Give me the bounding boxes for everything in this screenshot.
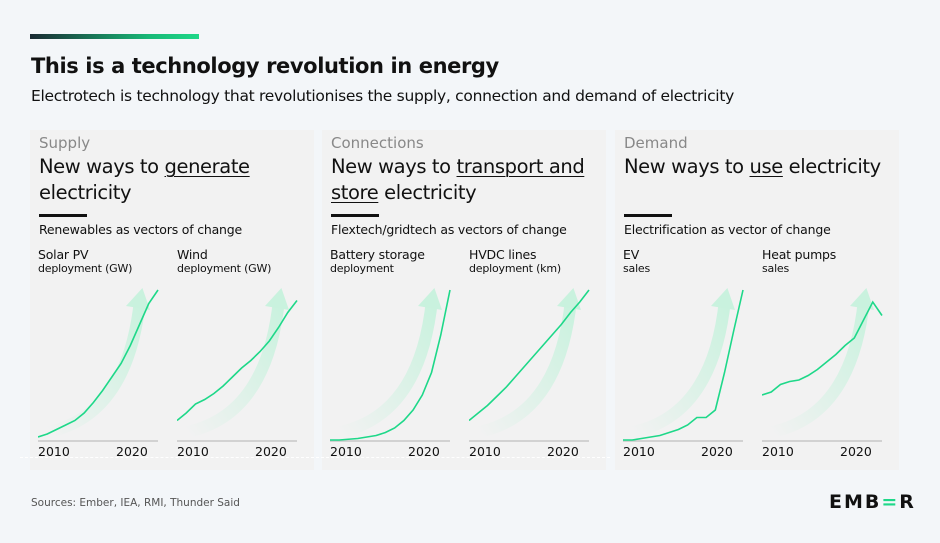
trend-arrow-icon [770, 299, 870, 438]
chart-name: Wind [177, 247, 208, 262]
series-line [623, 289, 744, 441]
panel-supply: Supply New ways to generate electricity … [30, 130, 314, 470]
panel-category: Connections [331, 134, 424, 152]
trend-arrowhead-icon [711, 288, 735, 310]
trend-arrowhead-icon [418, 288, 442, 310]
chart-unit: deployment [330, 262, 394, 275]
x-tick-label: 2010 [177, 444, 209, 459]
chart-name: Solar PV [38, 247, 89, 262]
accent-bar [30, 34, 199, 39]
x-tick-label: 2010 [330, 444, 362, 459]
mini-line-chart [38, 288, 159, 442]
chart-title: EV sales [623, 248, 650, 276]
panel-vector-label: Electrification as vector of change [624, 222, 831, 237]
chart-title: Heat pumps sales [762, 248, 836, 276]
heading-rule [624, 214, 672, 217]
chart-name: EV [623, 247, 640, 262]
panel-category: Demand [624, 134, 688, 152]
x-tick-label: 2020 [116, 444, 148, 459]
heading-rule [331, 214, 379, 217]
panel-heading: New ways to transport and store electric… [331, 155, 585, 204]
x-tick-label: 2010 [762, 444, 794, 459]
x-tick-label: 2010 [469, 444, 501, 459]
x-tick-label: 2020 [255, 444, 287, 459]
chart-name: Heat pumps [762, 247, 837, 262]
x-tick-label: 2020 [840, 444, 872, 459]
chart-unit: deployment (GW) [38, 262, 133, 275]
series-line [38, 289, 159, 438]
dashed-divider [20, 457, 610, 458]
panel-connections: Connections New ways to transport and st… [322, 130, 606, 470]
chart-title: Wind deployment (GW) [177, 248, 271, 276]
mini-line-chart [177, 288, 298, 442]
trend-arrow-icon [185, 299, 285, 438]
chart-title: Battery storage deployment [330, 248, 425, 276]
heading-rule [39, 214, 87, 217]
sources: Sources: Ember, IEA, RMI, Thunder Said [31, 497, 240, 509]
trend-arrow-icon [338, 299, 438, 438]
x-tick-label: 2020 [547, 444, 579, 459]
mini-line-chart [623, 288, 744, 442]
page-title: This is a technology revolution in energ… [31, 54, 499, 78]
ember-logo: EMB=R [829, 491, 916, 513]
trend-arrowhead-icon [126, 288, 150, 310]
chart-unit: deployment (GW) [177, 262, 272, 275]
x-tick-label: 2020 [701, 444, 733, 459]
panel-heading: New ways to generate electricity [39, 155, 250, 204]
chart-unit: sales [762, 262, 790, 275]
chart-name: HVDC lines [469, 247, 537, 262]
series-line [762, 300, 883, 396]
mini-line-chart [762, 288, 883, 442]
chart-title: HVDC lines deployment (km) [469, 248, 561, 276]
x-tick-label: 2020 [408, 444, 440, 459]
trend-arrow-icon [631, 299, 731, 438]
chart-name: Battery storage [330, 247, 425, 262]
mini-line-chart [330, 288, 451, 442]
panel-demand: Demand New ways to use electricity Elect… [615, 130, 899, 470]
panel-heading: New ways to use electricity [624, 155, 881, 178]
chart-unit: sales [623, 262, 651, 275]
x-tick-label: 2010 [623, 444, 655, 459]
chart-title: Solar PV deployment (GW) [38, 248, 132, 276]
chart-unit: deployment (km) [469, 262, 561, 275]
trend-arrowhead-icon [265, 288, 289, 310]
series-line [177, 300, 298, 422]
trend-arrowhead-icon [850, 288, 874, 310]
panel-category: Supply [39, 134, 91, 152]
x-tick-label: 2010 [38, 444, 70, 459]
series-line [469, 289, 590, 422]
series-line [330, 289, 451, 441]
trend-arrowhead-icon [557, 288, 581, 310]
trend-arrow-icon [477, 299, 577, 438]
panel-vector-label: Renewables as vectors of change [39, 222, 242, 237]
mini-line-chart [469, 288, 590, 442]
panel-vector-label: Flextech/gridtech as vectors of change [331, 222, 567, 237]
page-subtitle: Electrotech is technology that revolutio… [31, 87, 734, 105]
trend-arrow-icon [46, 299, 146, 438]
